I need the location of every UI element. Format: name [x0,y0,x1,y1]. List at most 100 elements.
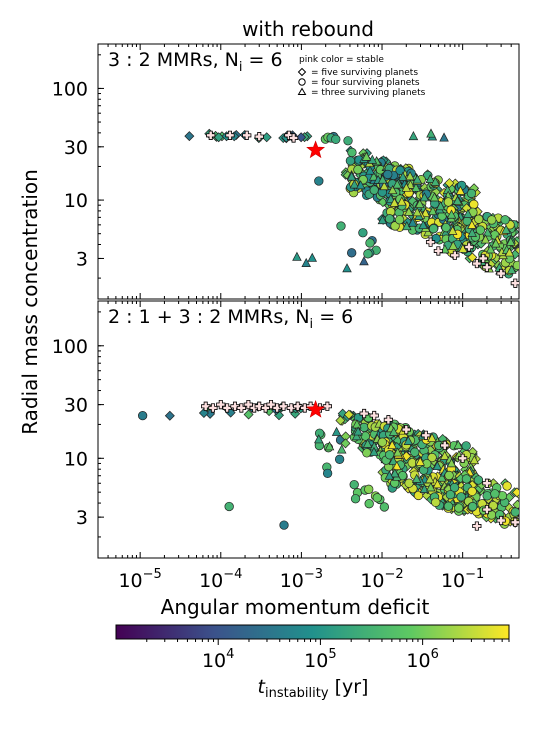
solar-system-star [306,140,326,159]
data-point-diamond [243,409,254,420]
legend-title: pink color = stable [299,55,384,65]
data-point-circle [449,482,460,493]
stable-point [201,401,211,411]
data-point-triangle [377,214,388,225]
colorbar-tick-label: 106 [406,647,438,672]
colorbar-label-sub: instability [265,686,329,701]
data-point-circle [475,225,486,235]
y-tick-label: 3 [76,248,88,270]
data-point-triangle [425,474,435,484]
stable-point [206,130,216,140]
data-point-triangle [398,171,408,181]
data-point-circle [461,474,472,484]
data-point-circle [390,221,400,231]
data-point-circle [490,489,500,499]
stable-point [242,130,252,140]
data-point-triangle [505,236,516,246]
legend: pink color = stable = five surviving pla… [297,55,426,98]
data-point-triangle [351,431,362,441]
data-point-triangle [324,441,335,451]
stable-point [472,521,482,531]
data-point-triangle [506,264,517,274]
data-point-triangle [455,185,466,195]
data-point-circle [365,238,375,248]
data-point-triangle [501,224,511,234]
panel-top: 3 10 30 100 3 : 2 MMRs, Ni = 6 [52,43,520,300]
stable-point [359,408,369,419]
data-point-circle [441,222,451,233]
legend-item-triangle: = three surviving planets [297,87,426,98]
data-point-triangle [307,252,318,262]
colorbar-tick-label: 105 [304,647,336,672]
colorbar-label: tinstability [yr] [258,676,369,701]
stable-point [421,430,431,440]
stable-point [222,403,232,413]
data-point-triangle [331,426,342,436]
data-point-triangle [446,458,457,468]
data-point-diamond [335,415,346,426]
data-point-diamond [164,410,175,421]
stable-point [383,415,394,425]
stable-point [225,130,235,140]
panel-label: 3 : 2 MMRs, Ni = 6 [108,49,283,75]
data-point-triangle [301,257,311,267]
data-point-circle [395,165,405,176]
stable-point [510,517,519,527]
y-tick-label: 100 [52,336,88,358]
y-tick-label: 10 [64,190,88,212]
y-tick-label: 30 [64,137,88,159]
colorbar-label-main: t [258,676,267,698]
data-point-triangle [369,446,379,456]
data-point-triangle [384,470,395,480]
data-point-diamond [213,132,224,143]
data-point-triangle [387,184,398,195]
data-point-circle [487,215,497,225]
data-point-circle [349,479,359,490]
data-point-diamond [343,409,354,420]
data-point-diamond [296,132,307,143]
data-point-triangle [411,473,422,483]
data-point-triangle [469,455,480,465]
data-point-circle [279,520,289,530]
data-point-triangle [432,460,443,471]
stable-point [288,133,299,143]
data-point-circle [445,490,456,500]
data-point-diamond [444,178,455,189]
data-point-triangle [439,450,450,460]
data-point-triangle [401,182,412,192]
data-point-circle [369,185,379,195]
stable-point [440,440,450,451]
minor-ticks [97,301,520,558]
data-point-triangle [463,208,473,218]
data-point-triangle [435,201,446,211]
data-point-circle [467,486,477,497]
data-point-triangle [420,207,431,217]
data-point-triangle [428,205,438,216]
data-point-circle [363,249,373,259]
stable-point [293,401,303,411]
stable-point [236,403,246,413]
legend-diamond-marker [297,67,307,77]
data-point-triangle [452,195,463,205]
data-point-triangle [361,151,372,161]
stable-point [254,401,264,411]
data-point-triangle [407,217,418,227]
scatter-points [184,128,519,288]
legend-diamond-label: = five surviving planets [311,68,418,78]
stable-point [478,253,488,264]
data-point-circle [431,497,441,508]
data-point-triangle [368,171,379,181]
y-tick-label: 10 [64,448,88,470]
data-point-circle [353,164,363,175]
data-point-triangle [439,132,449,142]
data-point-triangle [414,198,425,208]
data-point-triangle [403,435,414,445]
data-point-triangle [389,197,400,207]
data-point-triangle [365,165,375,175]
x-tick-label: 10−3 [280,567,323,592]
data-point-circle [410,447,420,457]
stable-point [482,478,492,488]
stable-point [401,424,411,435]
data-point-triangle [390,468,400,478]
data-point-triangle [480,234,491,244]
